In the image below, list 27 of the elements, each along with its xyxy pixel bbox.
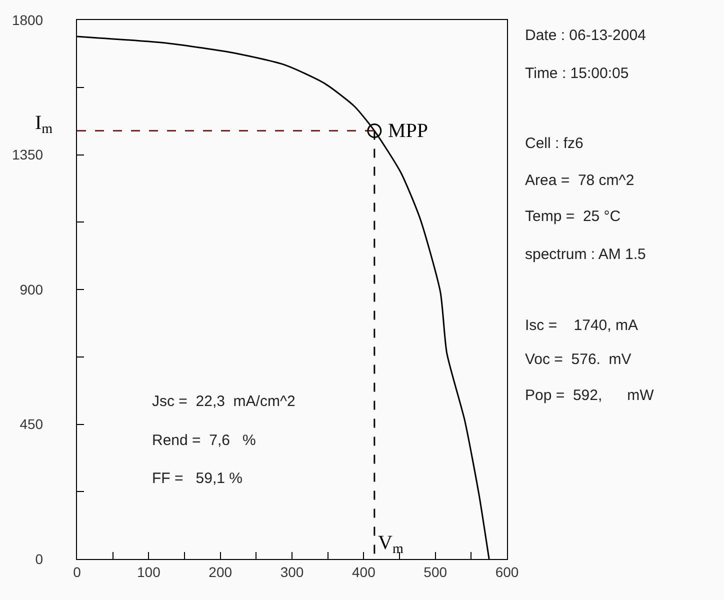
y-tick-label: 450 — [20, 416, 44, 432]
annotation: Rend = 7,6 % — [152, 432, 256, 449]
annotation: MPP — [388, 120, 428, 142]
text: Time : 15:00:05 — [525, 65, 629, 82]
text: Isc = 1740, mA — [525, 317, 638, 334]
text: Voc = 576. mV — [525, 351, 632, 368]
text: spectrum : AM 1.5 — [525, 246, 646, 263]
text: Cell : fz6 — [525, 135, 584, 152]
x-tick-label: 600 — [495, 564, 519, 580]
x-tick-label: 100 — [136, 564, 161, 580]
y-tick-label: 900 — [20, 281, 44, 298]
y-tick-label: 0 — [35, 550, 44, 567]
x-tick-label: 200 — [208, 564, 232, 580]
x-tick-label: 500 — [424, 564, 448, 580]
text: Pop = 592, mW — [525, 387, 655, 404]
y-tick-label: 1350 — [12, 146, 44, 163]
x-tick-label: 0 — [73, 564, 82, 580]
text: I$_{m}$ — [35, 112, 53, 138]
text: Date : 06-13-2004 — [525, 27, 646, 44]
text: Temp = 25 °C — [525, 208, 621, 225]
text: Area = 78 cm^2 — [525, 172, 634, 189]
y-tick-label: 1800 — [12, 12, 44, 28]
x-tick-label: 300 — [280, 564, 304, 580]
annotation: V$_{m}$ — [378, 532, 404, 558]
annotation: Jsc = 22,3 mA/cm^2 — [152, 393, 296, 410]
x-tick-label: 400 — [352, 564, 376, 580]
annotation: FF = 59,1 % — [152, 470, 242, 487]
